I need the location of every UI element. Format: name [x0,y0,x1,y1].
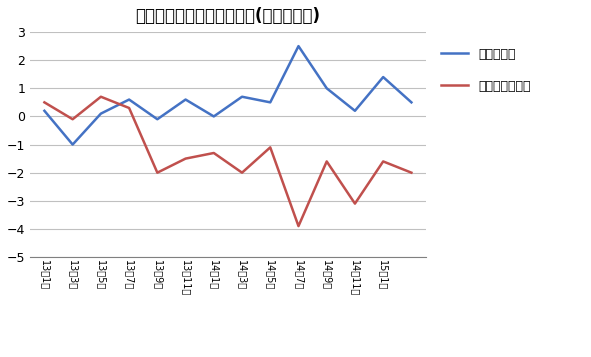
前年同月比 [295,44,302,48]
前年同月比 [69,142,76,147]
Title: 月間の現金給与総額の推移(前年同月比): 月間の現金給与総額の推移(前年同月比) [135,7,320,25]
実質前年同月比 [182,156,189,161]
前年同月比 [98,111,105,116]
前年同月比 [182,97,189,102]
実質前年同月比 [352,201,359,206]
前年同月比 [154,117,161,121]
前年同月比 [210,114,217,119]
実質前年同月比 [239,171,246,175]
実質前年同月比 [323,159,330,164]
前年同月比 [41,109,48,113]
実質前年同月比 [41,100,48,105]
実質前年同月比 [154,171,161,175]
実質前年同月比 [408,171,415,175]
前年同月比 [323,86,330,90]
実質前年同月比 [98,95,105,99]
Legend: 前年同月比, 実質前年同月比: 前年同月比, 実質前年同月比 [436,43,535,97]
実質前年同月比 [295,224,302,228]
実質前年同月比 [69,117,76,121]
実質前年同月比 [125,106,132,110]
前年同月比 [125,97,132,102]
前年同月比 [379,75,387,79]
実質前年同月比 [379,159,387,164]
前年同月比 [267,100,274,105]
前年同月比 [239,95,246,99]
Line: 実質前年同月比: 実質前年同月比 [44,97,411,226]
Line: 前年同月比: 前年同月比 [44,46,411,145]
前年同月比 [408,100,415,105]
前年同月比 [352,109,359,113]
実質前年同月比 [210,151,217,155]
実質前年同月比 [267,145,274,150]
